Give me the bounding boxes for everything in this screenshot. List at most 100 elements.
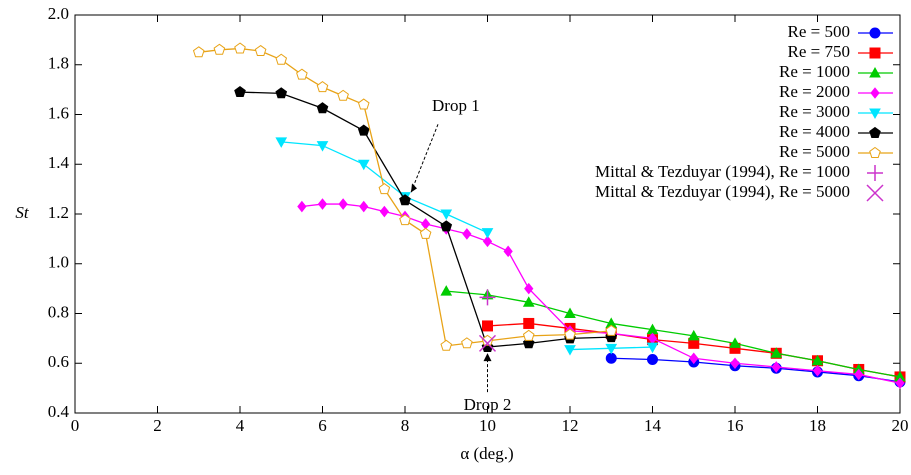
marker [440, 220, 453, 232]
y-tick-label: 1.4 [48, 153, 70, 172]
series-line [301, 203, 901, 384]
marker [771, 361, 781, 373]
x-tick-label: 0 [71, 416, 80, 435]
marker [605, 343, 618, 355]
x-tick-label: 14 [644, 416, 662, 435]
marker [234, 42, 246, 54]
y-tick-label: 2.0 [48, 4, 69, 23]
marker [524, 282, 534, 295]
y-tick-label: 1.8 [48, 54, 69, 73]
marker [254, 44, 267, 57]
legend-label: Re = 5000 [779, 142, 850, 161]
marker [440, 339, 453, 351]
marker [378, 183, 391, 195]
marker [647, 354, 658, 366]
marker [213, 43, 226, 55]
legend-marker [867, 165, 883, 181]
marker [359, 200, 369, 213]
marker [770, 347, 783, 358]
marker [316, 141, 329, 152]
marker [812, 364, 823, 377]
marker [478, 334, 497, 352]
marker [399, 194, 411, 206]
series-line [446, 290, 901, 378]
marker [337, 89, 349, 101]
arrow-head [411, 183, 417, 193]
legend-marker [870, 87, 880, 99]
marker [479, 289, 496, 306]
marker [605, 324, 618, 336]
marker [338, 198, 348, 210]
y-tick-label: 0.4 [48, 402, 70, 421]
marker [316, 81, 329, 93]
legend-label: Re = 750 [788, 42, 850, 61]
marker [275, 53, 288, 65]
legend-label: Re = 1000 [779, 62, 850, 81]
series-line [611, 357, 901, 383]
legend-marker [869, 47, 881, 59]
marker [461, 337, 473, 349]
marker [420, 218, 431, 230]
marker [503, 245, 513, 258]
x-tick-label: 16 [727, 416, 744, 435]
x-tick-label: 8 [401, 416, 410, 435]
legend-label: Re = 500 [788, 22, 850, 41]
legend-marker [869, 27, 881, 39]
legend-marker [869, 126, 881, 138]
marker [481, 228, 494, 239]
annotation: Drop 2 [464, 395, 512, 414]
marker [482, 320, 493, 332]
x-axis-label: α (deg.) [460, 444, 513, 463]
x-tick-label: 12 [562, 416, 579, 435]
marker [275, 87, 288, 99]
marker [399, 214, 411, 226]
marker [317, 198, 328, 210]
y-axis-label: St [15, 203, 30, 222]
marker [730, 357, 740, 370]
y-tick-label: 1.0 [48, 253, 69, 272]
x-tick-label: 20 [892, 416, 909, 435]
annotation: Drop 1 [432, 96, 480, 115]
marker [482, 235, 493, 248]
marker [296, 68, 308, 80]
marker [192, 46, 205, 58]
arrow-head [483, 353, 492, 362]
marker [357, 98, 370, 110]
legend-marker [866, 184, 884, 202]
marker [419, 227, 432, 239]
marker [316, 102, 329, 114]
legend-marker [869, 66, 881, 78]
series-line [239, 91, 612, 348]
x-tick-label: 2 [153, 416, 162, 435]
marker [564, 307, 576, 318]
legend-label: Re = 4000 [779, 122, 850, 141]
marker [297, 200, 307, 213]
marker [522, 296, 535, 307]
marker [646, 342, 659, 354]
x-tick-label: 4 [236, 416, 245, 435]
marker [687, 329, 700, 341]
marker [564, 345, 576, 356]
x-tick-label: 18 [809, 416, 826, 435]
marker [462, 228, 472, 240]
legend-label: Mittal & Tezduyar (1994), Re = 1000 [595, 162, 850, 181]
marker [275, 137, 288, 148]
marker [854, 368, 864, 381]
legend-marker [869, 108, 881, 120]
y-tick-label: 1.6 [48, 103, 69, 122]
y-tick-label: 0.8 [48, 302, 69, 321]
marker [357, 124, 370, 136]
x-tick-label: 10 [479, 416, 496, 435]
marker [729, 337, 741, 348]
y-tick-label: 0.6 [48, 352, 69, 371]
x-tick-label: 6 [318, 416, 327, 435]
marker [689, 352, 699, 365]
marker [523, 317, 535, 329]
marker [605, 352, 617, 364]
marker [357, 159, 370, 171]
marker [440, 285, 453, 296]
y-tick-label: 1.2 [48, 203, 69, 222]
marker [440, 209, 453, 221]
legend-label: Re = 2000 [779, 82, 850, 101]
marker [234, 85, 246, 98]
